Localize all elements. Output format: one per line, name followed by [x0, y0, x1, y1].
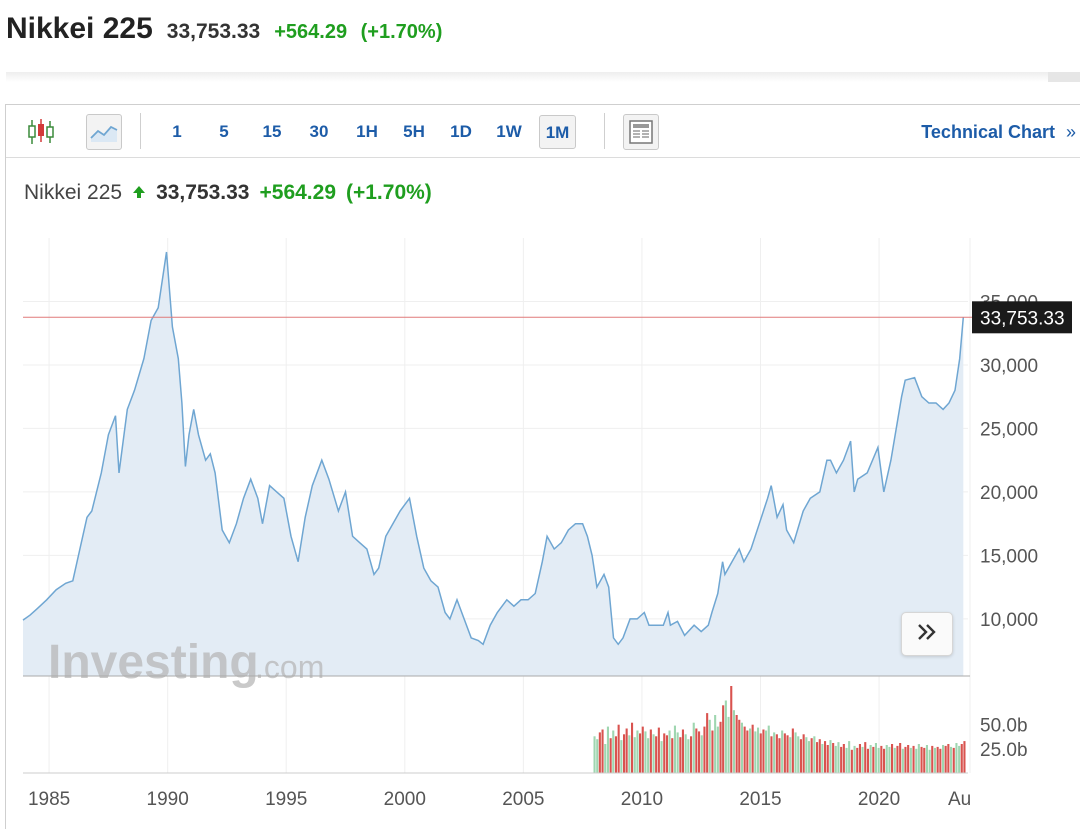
candlestick-icon[interactable] — [24, 115, 58, 149]
quote-name: Nikkei 225 — [24, 181, 123, 204]
quote-price: 33,753.33 — [156, 181, 250, 204]
change-percent: (+1.70%) — [360, 21, 443, 43]
table-layout-icon[interactable] — [623, 114, 659, 150]
timeframe-15[interactable]: 15 — [262, 122, 282, 141]
timeframe-1m[interactable]: 1M — [539, 115, 576, 149]
quote-change: +564.29 — [259, 181, 337, 204]
technical-chart-link[interactable]: Technical Chart » — [921, 115, 1076, 149]
double-chevron-right-icon — [915, 623, 939, 646]
instrument-name: Nikkei 225 — [6, 12, 153, 45]
change-value: +564.29 — [274, 21, 348, 43]
timeframe-1w[interactable]: 1W — [496, 122, 522, 141]
chart-toolbar: 1 5 15 30 1H 5H 1D 1W 1M Technical Chart… — [6, 105, 1080, 158]
quote-line: Nikkei 225 33,753.33 +564.29 (+1.70%) — [24, 181, 432, 205]
double-chevron-right-icon: » — [1065, 122, 1076, 142]
timeframe-5[interactable]: 5 — [219, 122, 229, 141]
instrument-price: 33,753.33 — [166, 20, 261, 43]
line-chart-icon[interactable] — [86, 114, 122, 150]
chart-panel: 1 5 15 30 1H 5H 1D 1W 1M Technical Chart… — [5, 104, 1080, 829]
scroll-right-button[interactable] — [901, 612, 953, 656]
toolbar-divider — [604, 113, 605, 149]
toolbar-divider — [140, 113, 141, 149]
instrument-change: +564.29 (+1.70%) — [274, 21, 442, 44]
timeframe-30[interactable]: 30 — [309, 122, 329, 141]
quote-change-percent: (+1.70%) — [346, 181, 432, 204]
timeframe-1[interactable]: 1 — [172, 122, 182, 141]
up-arrow-icon — [132, 181, 146, 205]
technical-chart-label: Technical Chart — [921, 122, 1055, 142]
page-header: Nikkei 225 33,753.33 +564.29 (+1.70%) — [6, 12, 442, 46]
header-separator-end — [1048, 72, 1080, 82]
timeframe-5h[interactable]: 5H — [403, 122, 425, 141]
timeframe-1h[interactable]: 1H — [356, 122, 378, 141]
header-separator — [6, 72, 1080, 82]
timeframe-1d[interactable]: 1D — [450, 122, 472, 141]
